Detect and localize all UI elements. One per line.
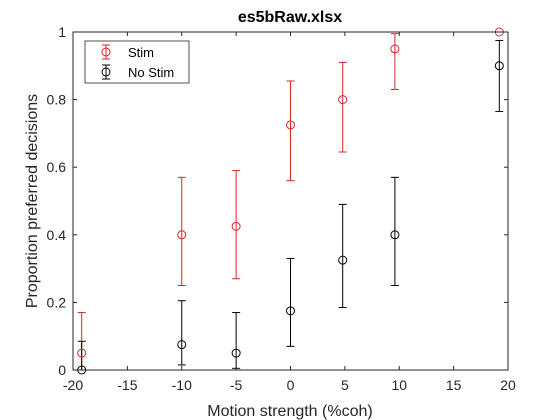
x-tick-label: 0: [287, 377, 295, 393]
y-tick-label: 0: [58, 362, 66, 378]
x-tick-label: 20: [500, 377, 516, 393]
y-tick-label: 0.6: [47, 159, 67, 175]
y-tick-label: 0.4: [47, 227, 67, 243]
y-tick-label: 0.8: [47, 92, 67, 108]
x-tick-label: -15: [117, 377, 137, 393]
x-tick-label: -20: [63, 377, 83, 393]
x-tick-label: 15: [446, 377, 462, 393]
x-tick-label: -10: [172, 377, 192, 393]
x-tick-label: 5: [341, 377, 349, 393]
x-axis-label: Motion strength (%coh): [207, 403, 372, 420]
y-tick-label: 0.2: [47, 294, 67, 310]
x-tick-label: 10: [391, 377, 407, 393]
legend-label: Stim: [128, 45, 154, 60]
y-axis-label: Proportion preferred decisions: [24, 94, 41, 308]
x-tick-label: -5: [230, 377, 243, 393]
y-tick-label: 1: [58, 24, 66, 40]
chart-title: es5bRaw.xlsx: [238, 9, 342, 26]
legend-label: No Stim: [128, 65, 174, 80]
legend: Stim No Stim: [85, 41, 189, 83]
